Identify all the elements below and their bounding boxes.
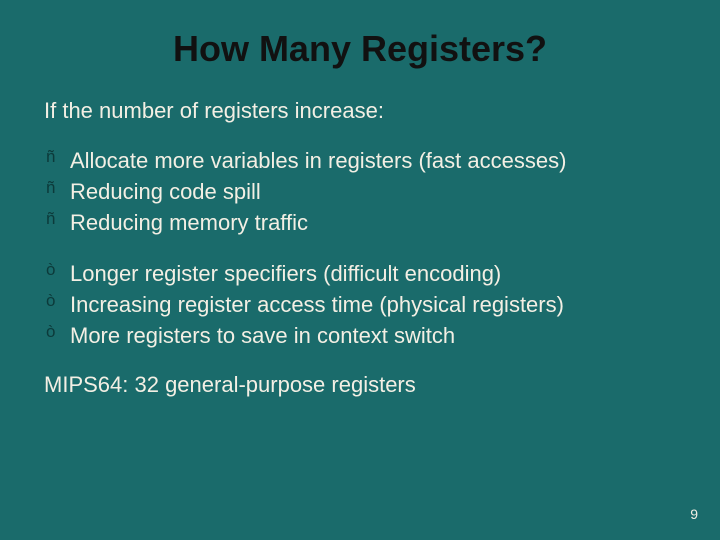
down-arrow-icon: ò xyxy=(44,290,70,312)
list-item-text: Allocate more variables in registers (fa… xyxy=(70,146,676,175)
down-arrow-icon: ò xyxy=(44,321,70,343)
list-item: ñ Allocate more variables in registers (… xyxy=(44,146,676,175)
list-item-text: Reducing code spill xyxy=(70,177,676,206)
list-item: ò More registers to save in context swit… xyxy=(44,321,676,350)
slide-title: How Many Registers? xyxy=(44,28,676,70)
list-item-text: Increasing register access time (physica… xyxy=(70,290,676,319)
up-arrow-icon: ñ xyxy=(44,177,70,199)
up-arrow-icon: ñ xyxy=(44,208,70,230)
down-arrow-icon: ò xyxy=(44,259,70,281)
pros-list: ñ Allocate more variables in registers (… xyxy=(44,146,676,237)
list-item-text: Longer register specifiers (difficult en… xyxy=(70,259,676,288)
list-item: ñ Reducing code spill xyxy=(44,177,676,206)
list-item-text: More registers to save in context switch xyxy=(70,321,676,350)
list-item: ò Increasing register access time (physi… xyxy=(44,290,676,319)
list-item-text: Reducing memory traffic xyxy=(70,208,676,237)
up-arrow-icon: ñ xyxy=(44,146,70,168)
footer-text: MIPS64: 32 general-purpose registers xyxy=(44,372,676,398)
slide: How Many Registers? If the number of reg… xyxy=(0,0,720,540)
cons-list: ò Longer register specifiers (difficult … xyxy=(44,259,676,350)
intro-text: If the number of registers increase: xyxy=(44,98,676,124)
list-item: ò Longer register specifiers (difficult … xyxy=(44,259,676,288)
page-number: 9 xyxy=(690,506,698,522)
list-item: ñ Reducing memory traffic xyxy=(44,208,676,237)
